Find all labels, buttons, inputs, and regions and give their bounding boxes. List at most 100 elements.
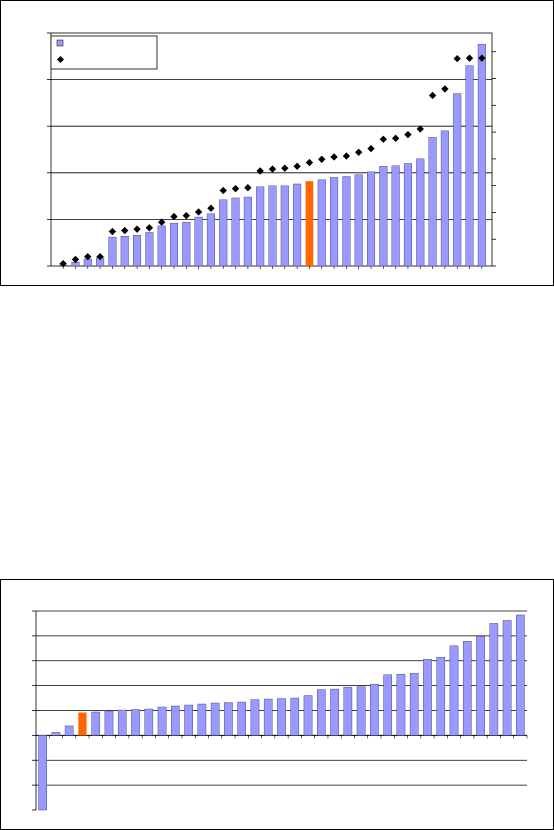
chart2-bar xyxy=(184,704,193,736)
chart2-bar xyxy=(290,697,300,736)
chart2-bar xyxy=(144,708,154,736)
chart2-bar xyxy=(502,620,512,736)
chart1-marker xyxy=(207,204,215,212)
chart2-bars xyxy=(38,614,525,811)
chart1-bar xyxy=(354,174,363,267)
chart1-marker xyxy=(281,164,289,172)
chart1-bar xyxy=(342,176,351,267)
chart2-bar xyxy=(343,686,353,736)
chart1-marker xyxy=(453,54,461,63)
chart1-marker xyxy=(133,225,141,233)
chart1-legend xyxy=(50,35,158,70)
chart2-bar xyxy=(224,702,233,736)
chart2-bar xyxy=(476,636,485,736)
chart2-bar xyxy=(237,701,247,736)
chart2-bar xyxy=(436,657,446,736)
chart2-bar xyxy=(356,686,366,736)
chart2-bar xyxy=(396,673,406,736)
chart1-bar xyxy=(453,93,462,267)
chart1-bar xyxy=(379,166,388,267)
chart2-bar xyxy=(516,614,525,736)
chart2-bar xyxy=(316,689,326,736)
chart1-marker xyxy=(268,165,277,173)
chart2-bar xyxy=(462,641,472,736)
chart1-marker xyxy=(96,253,104,261)
chart2-bar xyxy=(157,706,167,736)
chart1-bar xyxy=(305,181,314,266)
chart2-bar xyxy=(383,674,392,736)
chart1-bar xyxy=(477,43,486,267)
chart1-marker xyxy=(244,184,252,192)
chart2-bar xyxy=(104,710,114,736)
chart2-bar xyxy=(171,705,180,736)
chart2-bar xyxy=(423,659,432,736)
chart1-marker xyxy=(71,255,80,264)
chart2-bar xyxy=(489,623,499,736)
chart2-bar xyxy=(449,645,459,736)
chart2-axes xyxy=(32,610,528,811)
chart1-bar xyxy=(403,163,412,267)
chart1-bar xyxy=(317,179,326,267)
chart2-bar xyxy=(263,698,273,736)
chart1-bar xyxy=(133,235,142,267)
chart2-bar xyxy=(197,703,207,736)
chart2-bar xyxy=(91,711,101,736)
chart1-bar xyxy=(120,235,129,267)
chart2-bar xyxy=(38,735,47,811)
chart1-bar xyxy=(243,196,252,267)
chart1-marker xyxy=(194,208,203,216)
chart1-marker xyxy=(379,135,388,143)
chart1-bar xyxy=(280,185,289,267)
chart1-bar xyxy=(169,222,179,267)
chart2-bar xyxy=(370,683,379,736)
chart1-bar xyxy=(108,236,117,267)
chart1-marker xyxy=(108,227,117,236)
chart2-bar xyxy=(51,732,61,736)
chart1-bar xyxy=(206,213,215,267)
chart2-frame xyxy=(0,579,554,830)
chart2-bar xyxy=(210,702,220,736)
chart1-axes xyxy=(47,32,496,269)
chart1-marker xyxy=(121,226,129,235)
chart2-bar xyxy=(78,712,87,736)
chart1-marker xyxy=(342,152,351,160)
chart1-bar xyxy=(231,197,240,267)
chart1-marker xyxy=(428,91,437,100)
chart1-marker xyxy=(441,85,449,93)
chart1-bar xyxy=(256,186,265,267)
chart1-marker xyxy=(416,125,424,133)
chart1-marker xyxy=(465,54,474,62)
chart2-bar xyxy=(409,672,419,736)
chart1-bar xyxy=(440,130,449,267)
chart1-marker xyxy=(84,253,92,261)
chart1-bars xyxy=(59,43,486,267)
chart2-bar xyxy=(330,688,339,736)
chart2-bar xyxy=(250,699,260,736)
chart1-bar xyxy=(182,221,191,267)
chart2-bar xyxy=(117,709,127,736)
chart1-bar xyxy=(157,225,166,267)
chart2-bar xyxy=(277,698,286,736)
chart1-bar xyxy=(330,177,339,267)
chart1-marker xyxy=(355,148,363,156)
chart1-bar xyxy=(219,199,228,267)
chart1-bar xyxy=(416,158,425,267)
chart2-bar xyxy=(64,725,74,736)
chart2-bar xyxy=(303,695,313,736)
chart1-bar xyxy=(391,165,400,267)
chart1-marker xyxy=(59,259,67,268)
chart2-bar xyxy=(131,709,140,736)
chart1-marker xyxy=(293,162,301,170)
legend-bar-swatch xyxy=(56,39,64,47)
chart1-bar xyxy=(194,216,203,267)
chart1-bar xyxy=(428,137,437,267)
chart1-marker xyxy=(305,158,314,167)
chart1-bar xyxy=(465,65,474,267)
chart1-marker xyxy=(478,54,486,62)
chart1-marker xyxy=(170,212,178,221)
chart1-bar xyxy=(145,232,154,267)
chart1-marker xyxy=(157,218,166,226)
chart1-bar xyxy=(293,183,302,267)
chart1-bar xyxy=(366,171,376,267)
